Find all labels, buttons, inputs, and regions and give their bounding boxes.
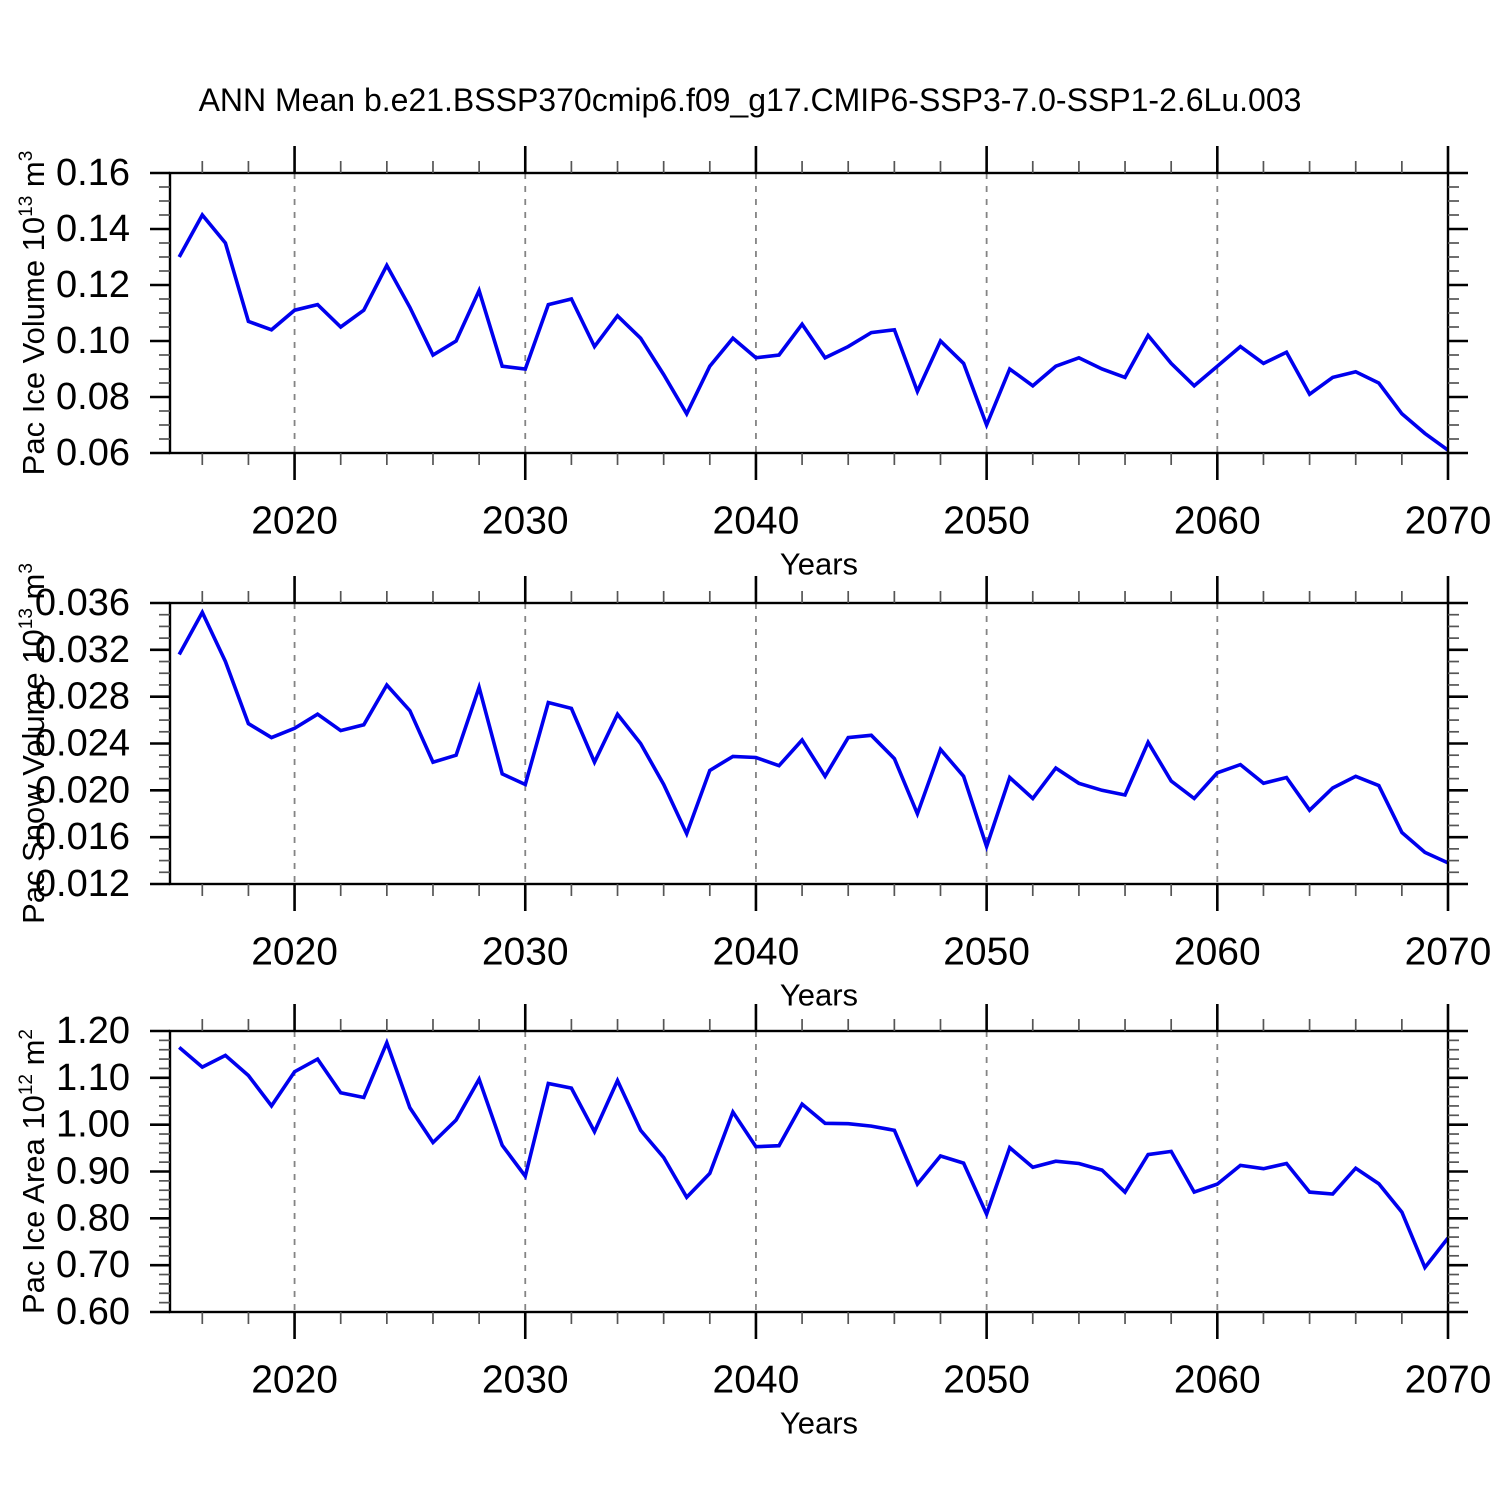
x-tick-label: 2060 <box>1174 1359 1261 1402</box>
x-tick-label: 2060 <box>1174 500 1261 543</box>
x-tick-label: 2030 <box>482 1359 569 1402</box>
x-tick-label: 2060 <box>1174 931 1261 974</box>
x-tick-label: 2030 <box>482 500 569 543</box>
y-tick-label: 0.020 <box>35 769 130 811</box>
x-tick-label: 2050 <box>943 500 1030 543</box>
y-axis-title: Pac Ice Area 1012 m2 <box>16 1029 51 1314</box>
y-tick-label: 0.12 <box>56 264 130 306</box>
x-tick-label: 2040 <box>713 500 800 543</box>
y-tick-label: 0.80 <box>56 1197 130 1239</box>
y-tick-label: 0.90 <box>56 1151 130 1193</box>
x-tick-label: 2020 <box>251 500 338 543</box>
y-tick-label: 0.016 <box>35 816 130 858</box>
x-tick-label: 2050 <box>943 931 1030 974</box>
x-axis-title: Years <box>780 1406 858 1441</box>
axis-frame <box>168 1029 1450 1314</box>
axis-frame <box>168 601 1450 886</box>
x-tick-label: 2050 <box>943 1359 1030 1402</box>
x-tick-label: 2040 <box>713 931 800 974</box>
y-tick-label: 0.012 <box>35 863 130 905</box>
y-tick-label: 0.70 <box>56 1244 130 1286</box>
x-tick-label: 2070 <box>1405 1359 1492 1402</box>
figure-title: ANN Mean b.e21.BSSP370cmip6.f09_g17.CMIP… <box>198 82 1302 118</box>
x-tick-label: 2070 <box>1405 931 1492 974</box>
y-tick-label: 0.16 <box>56 152 130 194</box>
x-axis-title: Years <box>780 978 858 1013</box>
series-line-pac-ice-volume <box>177 211 1450 452</box>
y-tick-label: 0.032 <box>35 629 130 671</box>
y-axis-title: Pac Snow Volume 1013 m3 <box>16 563 51 924</box>
y-tick-label: 0.08 <box>56 376 130 418</box>
x-tick-label: 2030 <box>482 931 569 974</box>
series-line-pac-snow-volume <box>177 608 1449 865</box>
y-tick-label: 0.024 <box>35 723 130 765</box>
panel-pac-ice-area: 2020 2030 2040 2050 2060 2070 0.60 0.70 0.800.90… <box>16 1004 1491 1441</box>
y-tick-label: 0.60 <box>56 1291 130 1333</box>
y-tick-label: 0.14 <box>56 208 130 250</box>
y-tick-label: 1.00 <box>56 1104 130 1146</box>
y-tick-label: 1.20 <box>56 1010 130 1052</box>
panel-pac-ice-volume: 2020 2030 2040 2050 2060 2070 0.06 0.08 0.10 0.12… <box>16 146 1491 582</box>
series-line-pac-ice-area <box>178 1037 1450 1272</box>
panel-pac-snow-volume: 2020 2030 2040 2050 2060 20700.0120.0160.0200… <box>16 563 1491 1012</box>
y-tick-label: 1.10 <box>56 1057 130 1099</box>
y-tick-label: 0.036 <box>35 582 130 624</box>
x-tick-label: 2020 <box>251 1359 338 1402</box>
x-tick-label: 2070 <box>1405 500 1492 543</box>
y-tick-label: 0.10 <box>56 320 130 362</box>
y-tick-label: 0.06 <box>56 432 130 474</box>
x-tick-label: 2040 <box>713 1359 800 1402</box>
y-tick-label: 0.028 <box>35 676 130 718</box>
x-tick-label: 2020 <box>251 931 338 974</box>
x-axis-title: Years <box>780 547 858 582</box>
y-axis-title: Pac Ice Volume 1013 m3 <box>16 151 51 476</box>
